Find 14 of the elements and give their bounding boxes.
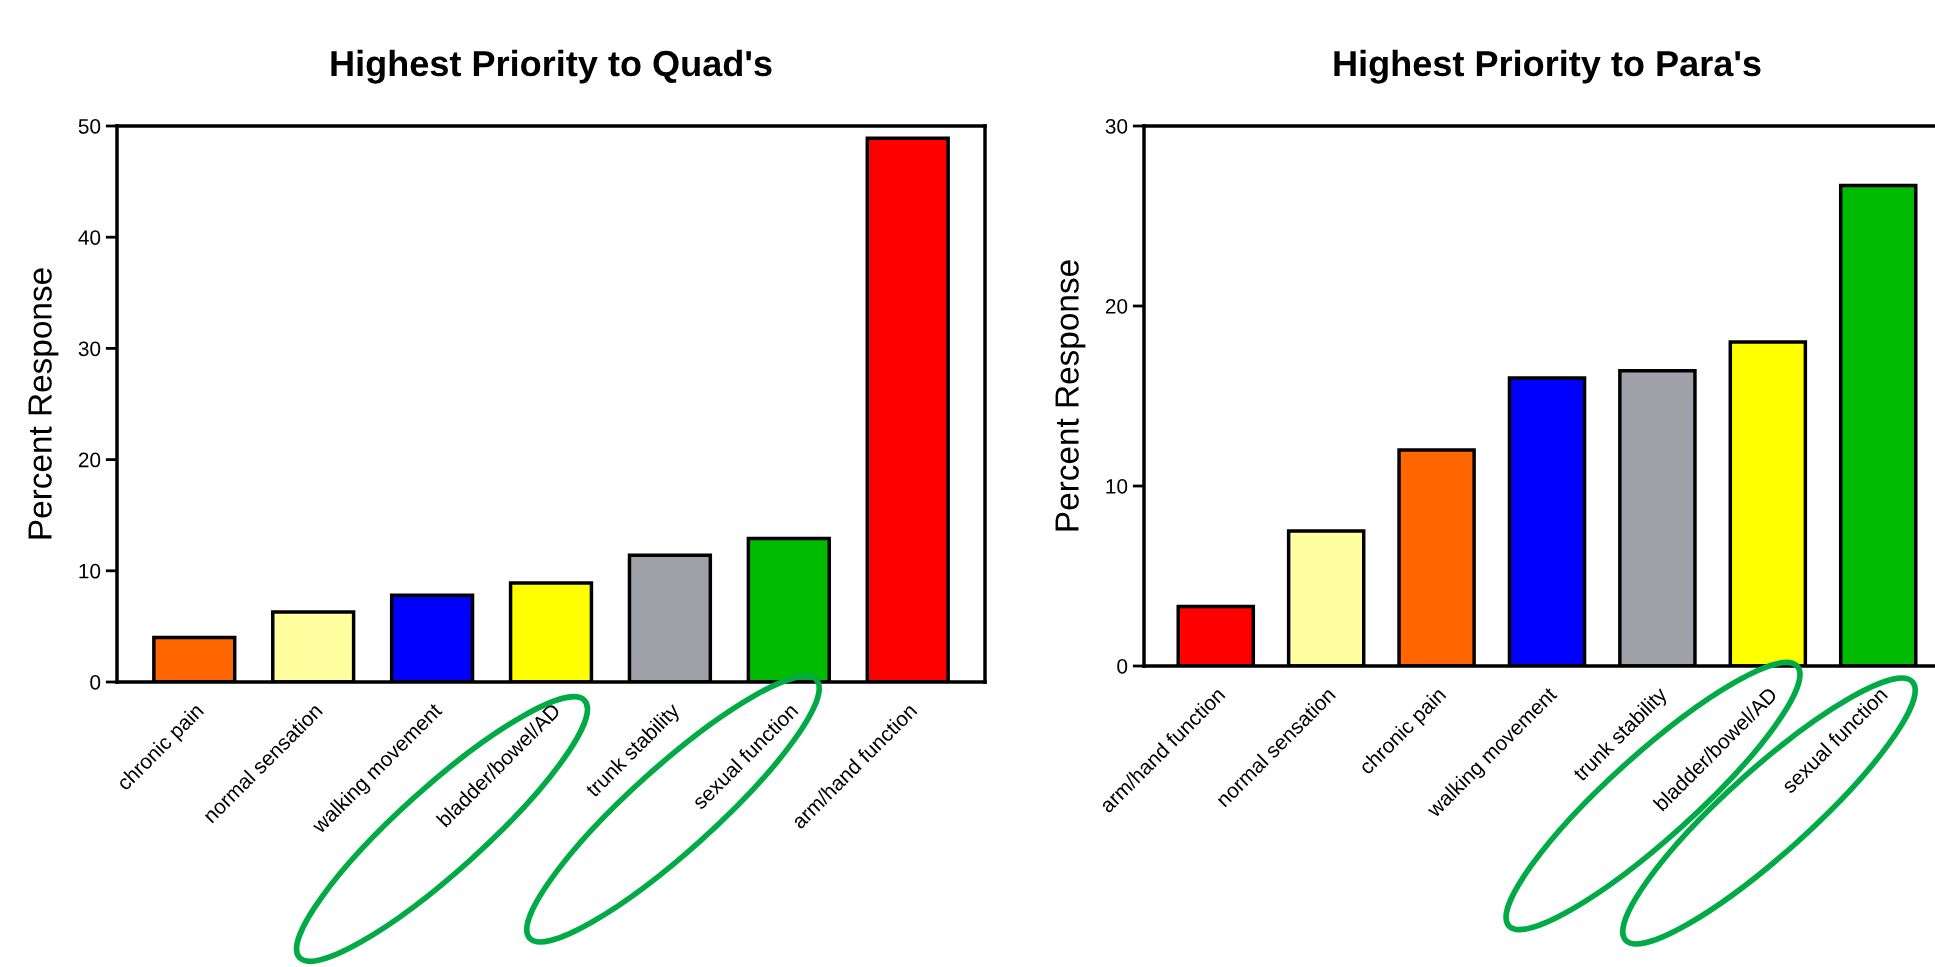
y-tick-label: 0 <box>1117 659 1128 674</box>
y-tick-label: 10 <box>1106 479 1128 494</box>
y-axis-title: Percent Response <box>28 268 59 539</box>
y-tick-label: 50 <box>78 119 101 134</box>
y-tick-label: 20 <box>78 452 101 468</box>
y-tick-label: 10 <box>79 563 101 579</box>
y-tick-label: 0 <box>90 675 101 690</box>
y-axis-title: Percent Response <box>1055 260 1086 531</box>
y-tick-label: 30 <box>1105 119 1128 134</box>
y-tick-label: 40 <box>78 230 101 245</box>
y-tick-label: 20 <box>1105 299 1128 314</box>
chart-title: Highest Priority to Quad's <box>331 49 772 84</box>
chart-title: Highest Priority to Para's <box>1334 49 1761 84</box>
y-tick-label: 30 <box>78 341 101 357</box>
